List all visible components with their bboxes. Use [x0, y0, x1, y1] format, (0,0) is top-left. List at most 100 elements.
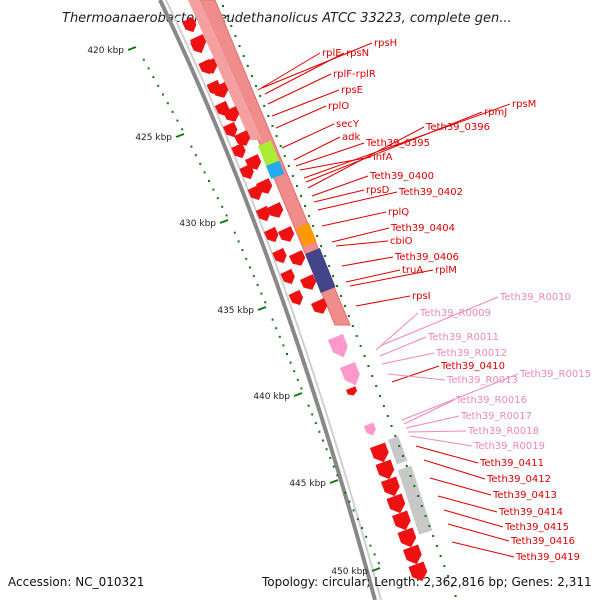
- ring-dot: [355, 335, 358, 337]
- ring-dot: [447, 575, 450, 577]
- scale-minor-tick: [365, 535, 368, 538]
- ring-dot: [324, 255, 327, 257]
- scale-minor-tick: [216, 197, 219, 200]
- gene-arrow: [300, 274, 317, 290]
- ring-dot: [308, 215, 311, 217]
- gene-label: cbiO: [390, 236, 413, 247]
- label-connector: [293, 136, 341, 161]
- label-connector: [409, 435, 473, 447]
- gene-arrow-shape: [212, 82, 229, 98]
- ring-dot: [386, 415, 389, 417]
- scale-minor-tick: [286, 353, 288, 355]
- scale-minor-tick: [322, 439, 324, 442]
- label-connector: [405, 415, 460, 429]
- gene-arrow: [272, 247, 287, 264]
- gene-arrows: [182, 16, 428, 582]
- gene-arrow-shape: [201, 58, 218, 74]
- ring-dot: [230, 25, 233, 27]
- gene-label: Teth39_0396: [425, 122, 490, 133]
- gene-label: rplF-rplR: [333, 69, 376, 80]
- band-orange: [296, 222, 317, 247]
- gene-label: truA: [402, 265, 423, 276]
- scale-minor-tick: [249, 266, 251, 269]
- gene-arrow-shape: [231, 142, 246, 159]
- label-connector: [349, 269, 434, 287]
- label-connector: [391, 365, 440, 383]
- ring-dot: [343, 305, 346, 307]
- gene-label: Teth39_0404: [390, 223, 455, 234]
- gene-arrow-shape: [256, 178, 273, 194]
- scale-minor-tick: [296, 378, 299, 381]
- scale-minor-tick: [245, 257, 248, 260]
- gene-arrow: [201, 58, 218, 74]
- ring-dot: [226, 15, 229, 17]
- gene-arrow: [288, 289, 304, 306]
- scale-minor-tick: [293, 370, 296, 373]
- feature-rings: [158, 0, 433, 600]
- gene-arrow: [381, 476, 400, 497]
- gene-arrow-shape: [223, 121, 238, 138]
- gene-arrow-shape: [278, 226, 295, 242]
- ring-dot: [454, 595, 457, 597]
- ring-dot: [259, 95, 262, 97]
- band-gray-2: [398, 465, 433, 535]
- label-connector: [313, 189, 365, 203]
- scale-minor-tick: [361, 527, 363, 529]
- ring-dot: [443, 565, 446, 567]
- gene-label: Teth39_R0013: [446, 375, 518, 386]
- gene-label: Teth39_R0017: [460, 411, 532, 422]
- gene-label: Teth39_R0016: [455, 395, 527, 406]
- ring-dot: [275, 135, 278, 137]
- gene-arrow-shape: [288, 289, 304, 306]
- label-connector: [345, 269, 401, 283]
- gene-label: Teth39_0410: [440, 361, 505, 372]
- band-green: [258, 140, 280, 167]
- label-connector: [387, 373, 446, 381]
- genome-backbone: [158, 0, 377, 600]
- label-connector: [257, 52, 321, 91]
- ring-dot: [283, 155, 286, 157]
- scale-minor-tick: [241, 249, 244, 252]
- scale-major-tick: [127, 46, 137, 51]
- ring-dot: [417, 495, 420, 497]
- scale-minor-tick: [181, 128, 184, 131]
- gene-label: Teth39_0412: [486, 474, 551, 485]
- scale-label: 435 kbp: [217, 306, 254, 316]
- scale-minor-tick: [194, 154, 197, 157]
- scale-minor-tick: [190, 145, 193, 148]
- gene-arrow-shape: [375, 459, 395, 480]
- gene-arrow: [223, 121, 238, 138]
- scale-minor-tick: [162, 93, 164, 96]
- gene-arrow: [392, 510, 411, 531]
- ring-dot: [291, 175, 294, 177]
- gene-label: rpsI: [412, 291, 431, 302]
- label-connector: [355, 295, 411, 307]
- band-cyan: [266, 160, 285, 179]
- gene-arrow: [245, 154, 262, 170]
- ring-dot: [267, 115, 270, 117]
- scale-minor-tick: [252, 275, 255, 278]
- ring-dot: [255, 85, 258, 87]
- gene-arrow: [278, 226, 295, 242]
- gene-label: rplQ: [388, 207, 409, 218]
- gene-arrow: [255, 205, 271, 222]
- gene-label: Teth39_0413: [492, 490, 557, 501]
- label-connector: [381, 352, 435, 365]
- gene-arrow: [256, 178, 273, 194]
- ring-dot: [336, 285, 339, 287]
- ring-dot: [347, 315, 350, 317]
- scale-major-tick: [329, 479, 339, 484]
- scale-major-tick: [371, 567, 381, 572]
- genome-backbone-highlight: [165, 0, 382, 600]
- gene-arrow-shape: [392, 510, 411, 531]
- ring-dot: [390, 425, 393, 427]
- ring-dot: [424, 515, 427, 517]
- gene-arrow: [212, 82, 229, 98]
- scale-minor-tick: [373, 553, 376, 556]
- label-connector: [379, 296, 499, 347]
- gene-label: Teth39_0414: [498, 507, 563, 518]
- scale-minor-tick: [176, 119, 179, 122]
- ring-dot: [304, 205, 307, 207]
- scale-minor-tick: [377, 562, 380, 565]
- gene-arrow-shape: [289, 250, 306, 266]
